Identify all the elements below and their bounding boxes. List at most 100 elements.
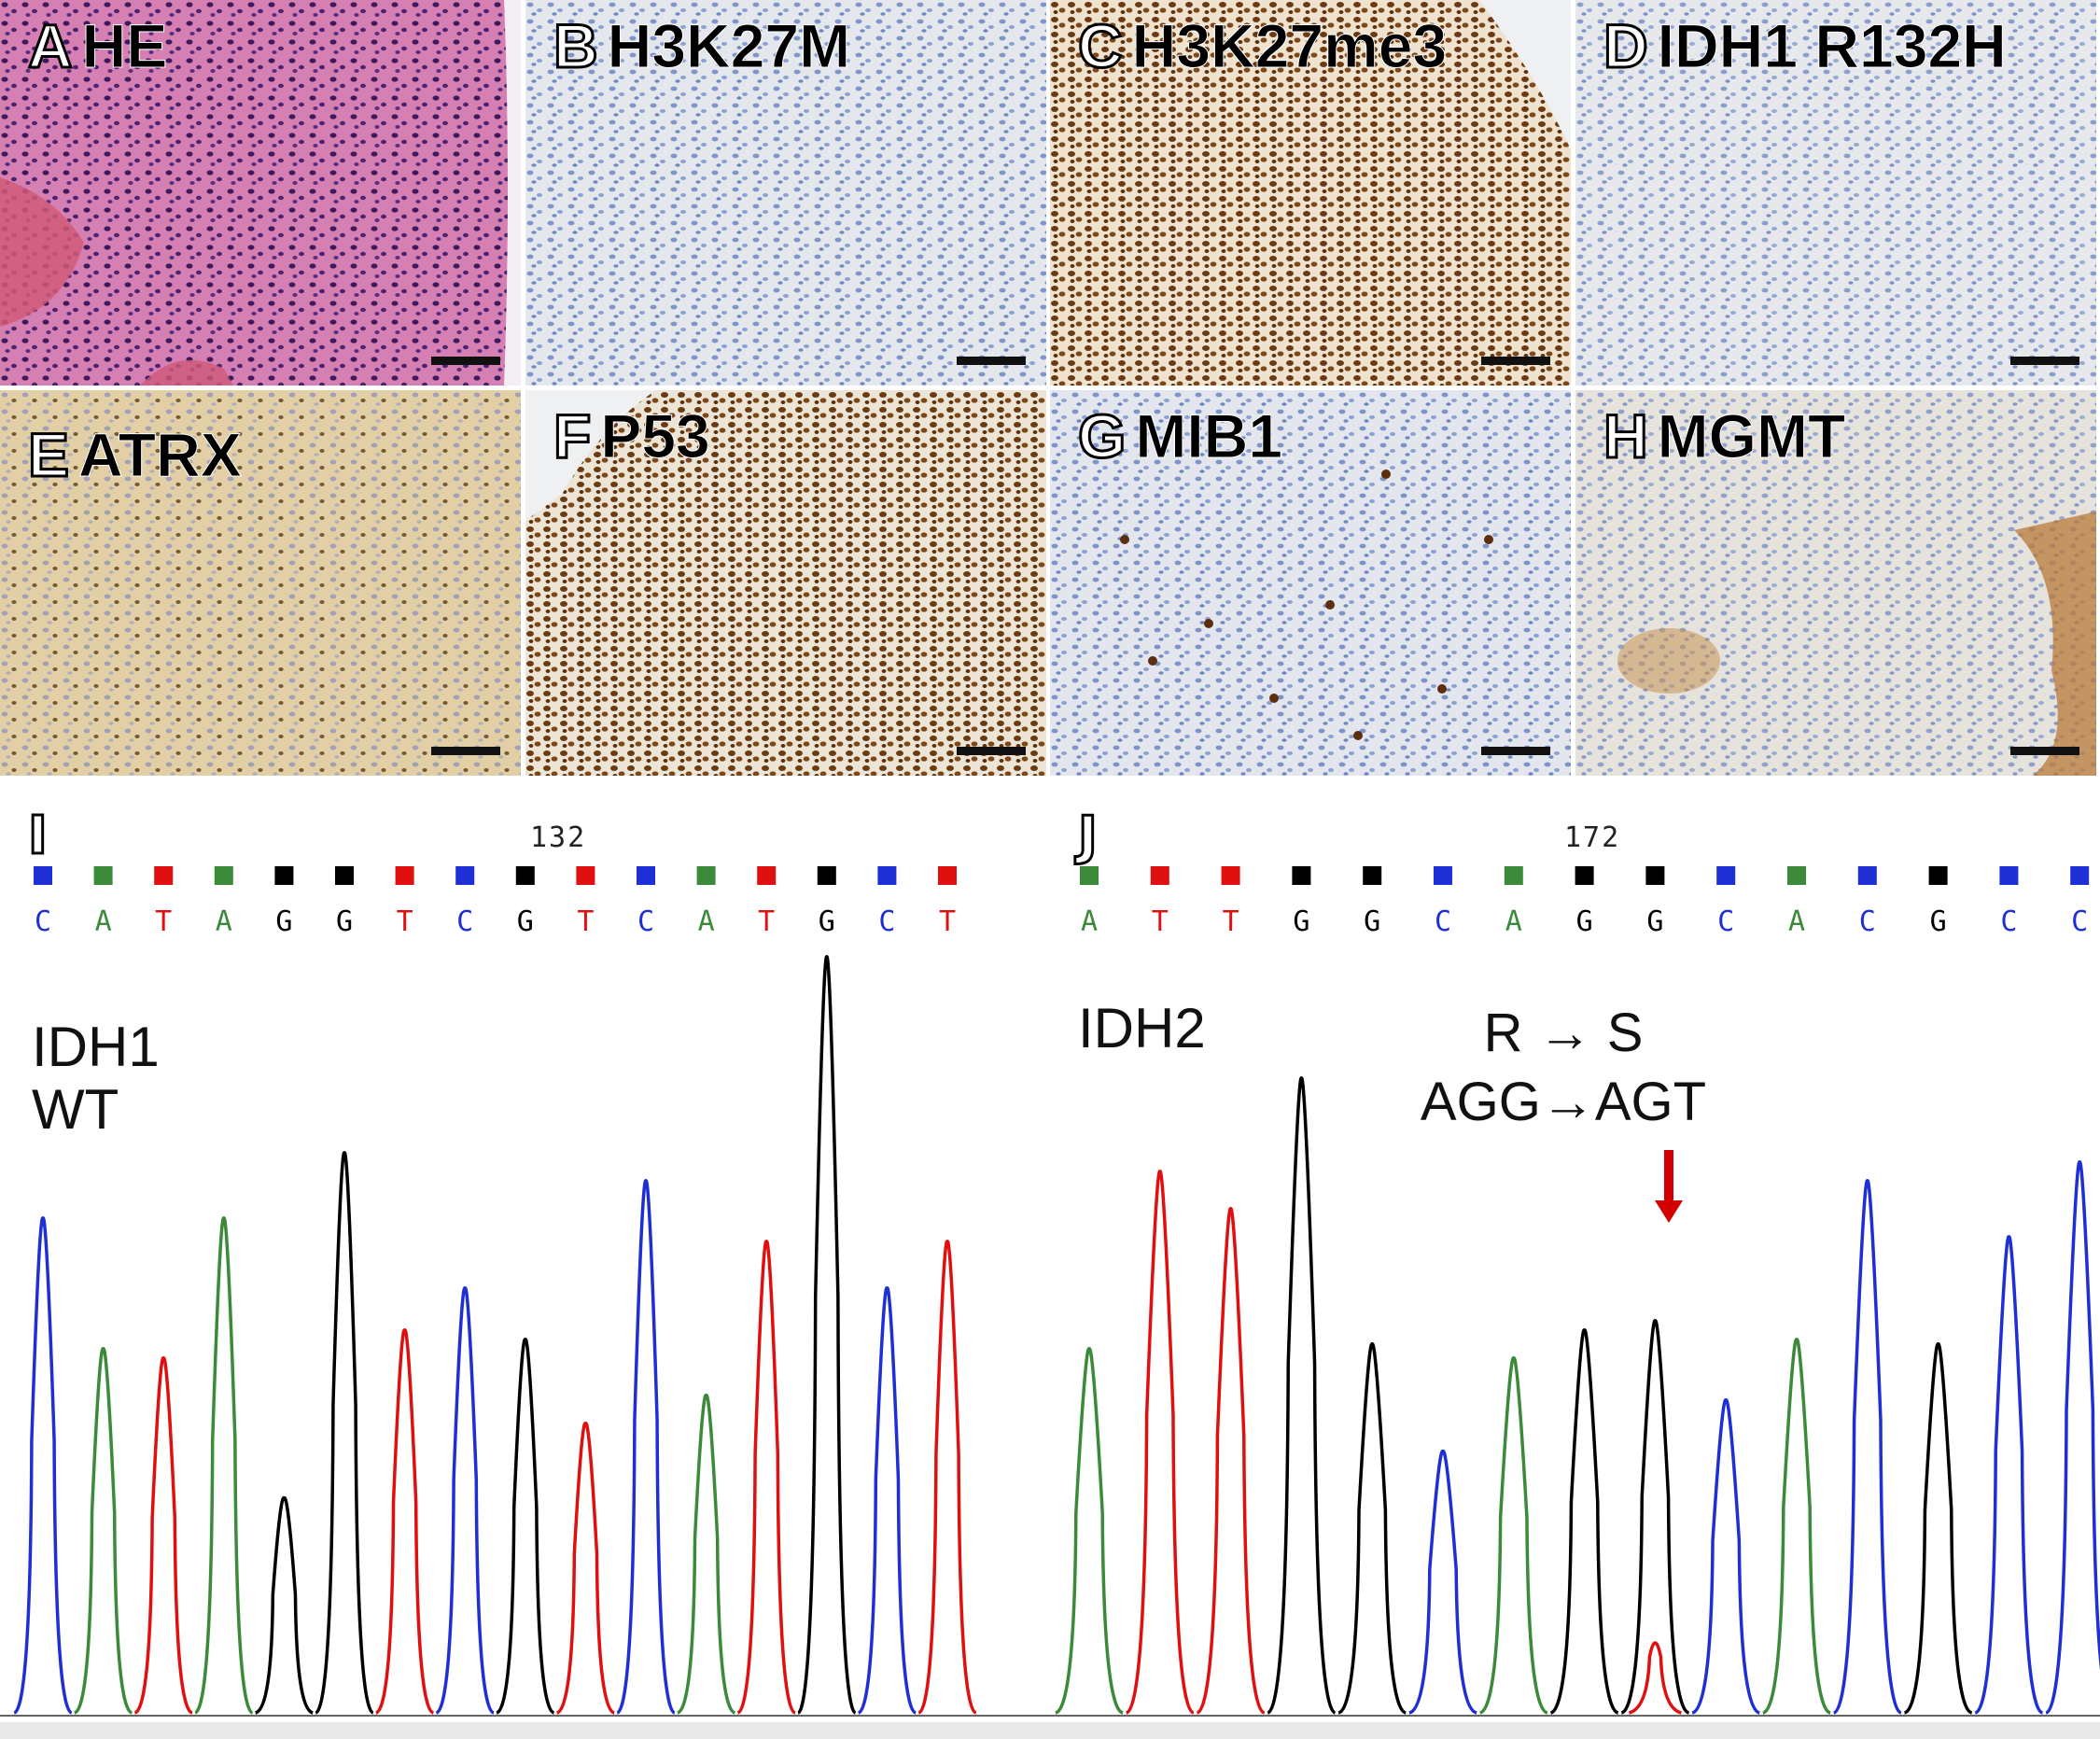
scale-bar [957, 357, 1026, 365]
codon-position: 172 [1564, 821, 1621, 854]
base-call-letter: G [1576, 905, 1593, 938]
scale-bar [2010, 357, 2079, 365]
panel-label: J [1077, 806, 1099, 866]
genotype: WT [32, 1078, 119, 1142]
panel-label: E ATRX [26, 420, 242, 489]
base-quality-marker [1221, 866, 1240, 885]
codon-position: 132 [530, 821, 587, 854]
chromatogram-idh2: J 172 A T T G G C A G G C A C G C C IDH2 R → S AGG→AGT [1050, 784, 2100, 1739]
trace-peak [857, 1286, 917, 1715]
base-call-letter: T [1152, 905, 1169, 938]
base-quality-marker [455, 866, 475, 885]
gene-label: IDH1 WT [32, 1016, 160, 1141]
base-call-letter: C [2000, 905, 2017, 938]
panel-b-h3k27m: B H3K27M [525, 0, 1046, 386]
he-micrograph [0, 0, 521, 386]
mutation-arrow [1655, 1150, 1683, 1223]
trace-peak [796, 955, 857, 1715]
base-call-letter: G [1364, 905, 1380, 938]
trace-peak [1478, 1356, 1548, 1715]
base-quality-marker [214, 866, 233, 885]
scrollbar [1050, 1722, 2100, 1739]
base-call-letter: C [637, 905, 654, 938]
trace-peak [1620, 1319, 1690, 1715]
trace-peak [1337, 1342, 1407, 1715]
trace-peak [254, 1496, 314, 1715]
base-call-letter: T [939, 905, 956, 938]
trace-peak [1691, 1398, 1761, 1715]
base-quality-marker [938, 866, 957, 885]
base-call-letter: C [1717, 905, 1734, 938]
trace-peak [13, 1216, 73, 1715]
base-call-letter: C [1435, 905, 1451, 938]
base-quality-marker [515, 866, 535, 885]
panel-d-idh1-r132h: D IDH1 R132H [1575, 0, 2100, 386]
panel-label: A HE [27, 11, 168, 80]
base-call-letter: G [1293, 905, 1309, 938]
base-call-letter: G [336, 905, 353, 938]
base-call-letter: T [758, 905, 775, 938]
panel-g-mib1: G MIB1 [1050, 390, 1571, 776]
panel-label: B H3K27M [553, 11, 851, 80]
base-quality-marker [1434, 866, 1452, 885]
base-quality-marker [757, 866, 777, 885]
trace-peak [616, 1179, 676, 1715]
base-quality-marker [335, 866, 354, 885]
base-call-letter: A [698, 905, 715, 938]
panel-e-atrx: E ATRX [0, 390, 521, 776]
base-quality-marker [817, 866, 836, 885]
scale-bar [1481, 747, 1550, 755]
base-quality-marker [877, 866, 897, 885]
trace-peak [1832, 1179, 1902, 1715]
panel-h-mgmt: H MGMT [1575, 390, 2100, 776]
base-quality-marker [34, 866, 52, 885]
trace-peak [1125, 1170, 1195, 1715]
p53-micrograph [525, 390, 1046, 776]
ihc-panel-grid: A HE B H3K27M [0, 0, 2100, 784]
trace-peak [1549, 1328, 1619, 1715]
trace-peak [496, 1338, 555, 1715]
codon-change: AGG→AGT [1420, 1072, 1707, 1133]
base-quality-marker [637, 866, 655, 885]
scale-bar [957, 747, 1026, 755]
chromatogram-idh1: I 132 C A T A G G T C G T C A T G C T IDH1 WT [0, 784, 1050, 1739]
base-quality-marker [1292, 866, 1311, 885]
panel-c-h3k27me3: C H3K27me3 [1050, 0, 1571, 386]
panel-label: H MGMT [1603, 401, 1846, 470]
trace-peak [435, 1286, 495, 1715]
mgmt-micrograph [1575, 390, 2096, 776]
base-quality-marker [1363, 866, 1382, 885]
base-call-letter: C [35, 905, 51, 938]
trace-peak [1055, 1347, 1124, 1715]
base-quality-marker [1504, 866, 1523, 885]
scale-bar [431, 747, 500, 755]
trace-peak [676, 1394, 736, 1715]
h3k27me3-micrograph [1050, 0, 1571, 386]
base-quality-marker [1645, 866, 1665, 885]
panel-a-he: A HE [0, 0, 521, 386]
base-call-letter: T [577, 905, 594, 938]
base-quality-marker [395, 866, 414, 885]
base-call-letter: C [2071, 905, 2088, 938]
base-call-letter: C [878, 905, 895, 938]
base-call-letter: C [456, 905, 473, 938]
base-call-letter: G [819, 905, 835, 938]
trace-peak [1408, 1450, 1477, 1715]
trace-peak [1903, 1342, 1973, 1715]
trace-peak [374, 1328, 435, 1715]
base-quality-marker [576, 866, 595, 885]
trace-peak [736, 1240, 796, 1715]
gene-name: IDH1 [32, 1016, 160, 1078]
scrollbar [0, 1722, 1050, 1739]
trace-peak [315, 1151, 374, 1715]
mutation-annotation: R → S AGG→AGT [1405, 999, 1722, 1137]
scale-bar [431, 357, 500, 365]
panel-label: D IDH1 R132H [1603, 11, 2008, 80]
base-call-letter: T [397, 905, 413, 938]
trace-peak [917, 1240, 977, 1715]
h3k27m-micrograph [525, 0, 1046, 386]
mib1-micrograph [1050, 390, 1571, 776]
trace-peak [194, 1216, 254, 1715]
base-quality-marker [1857, 866, 1877, 885]
